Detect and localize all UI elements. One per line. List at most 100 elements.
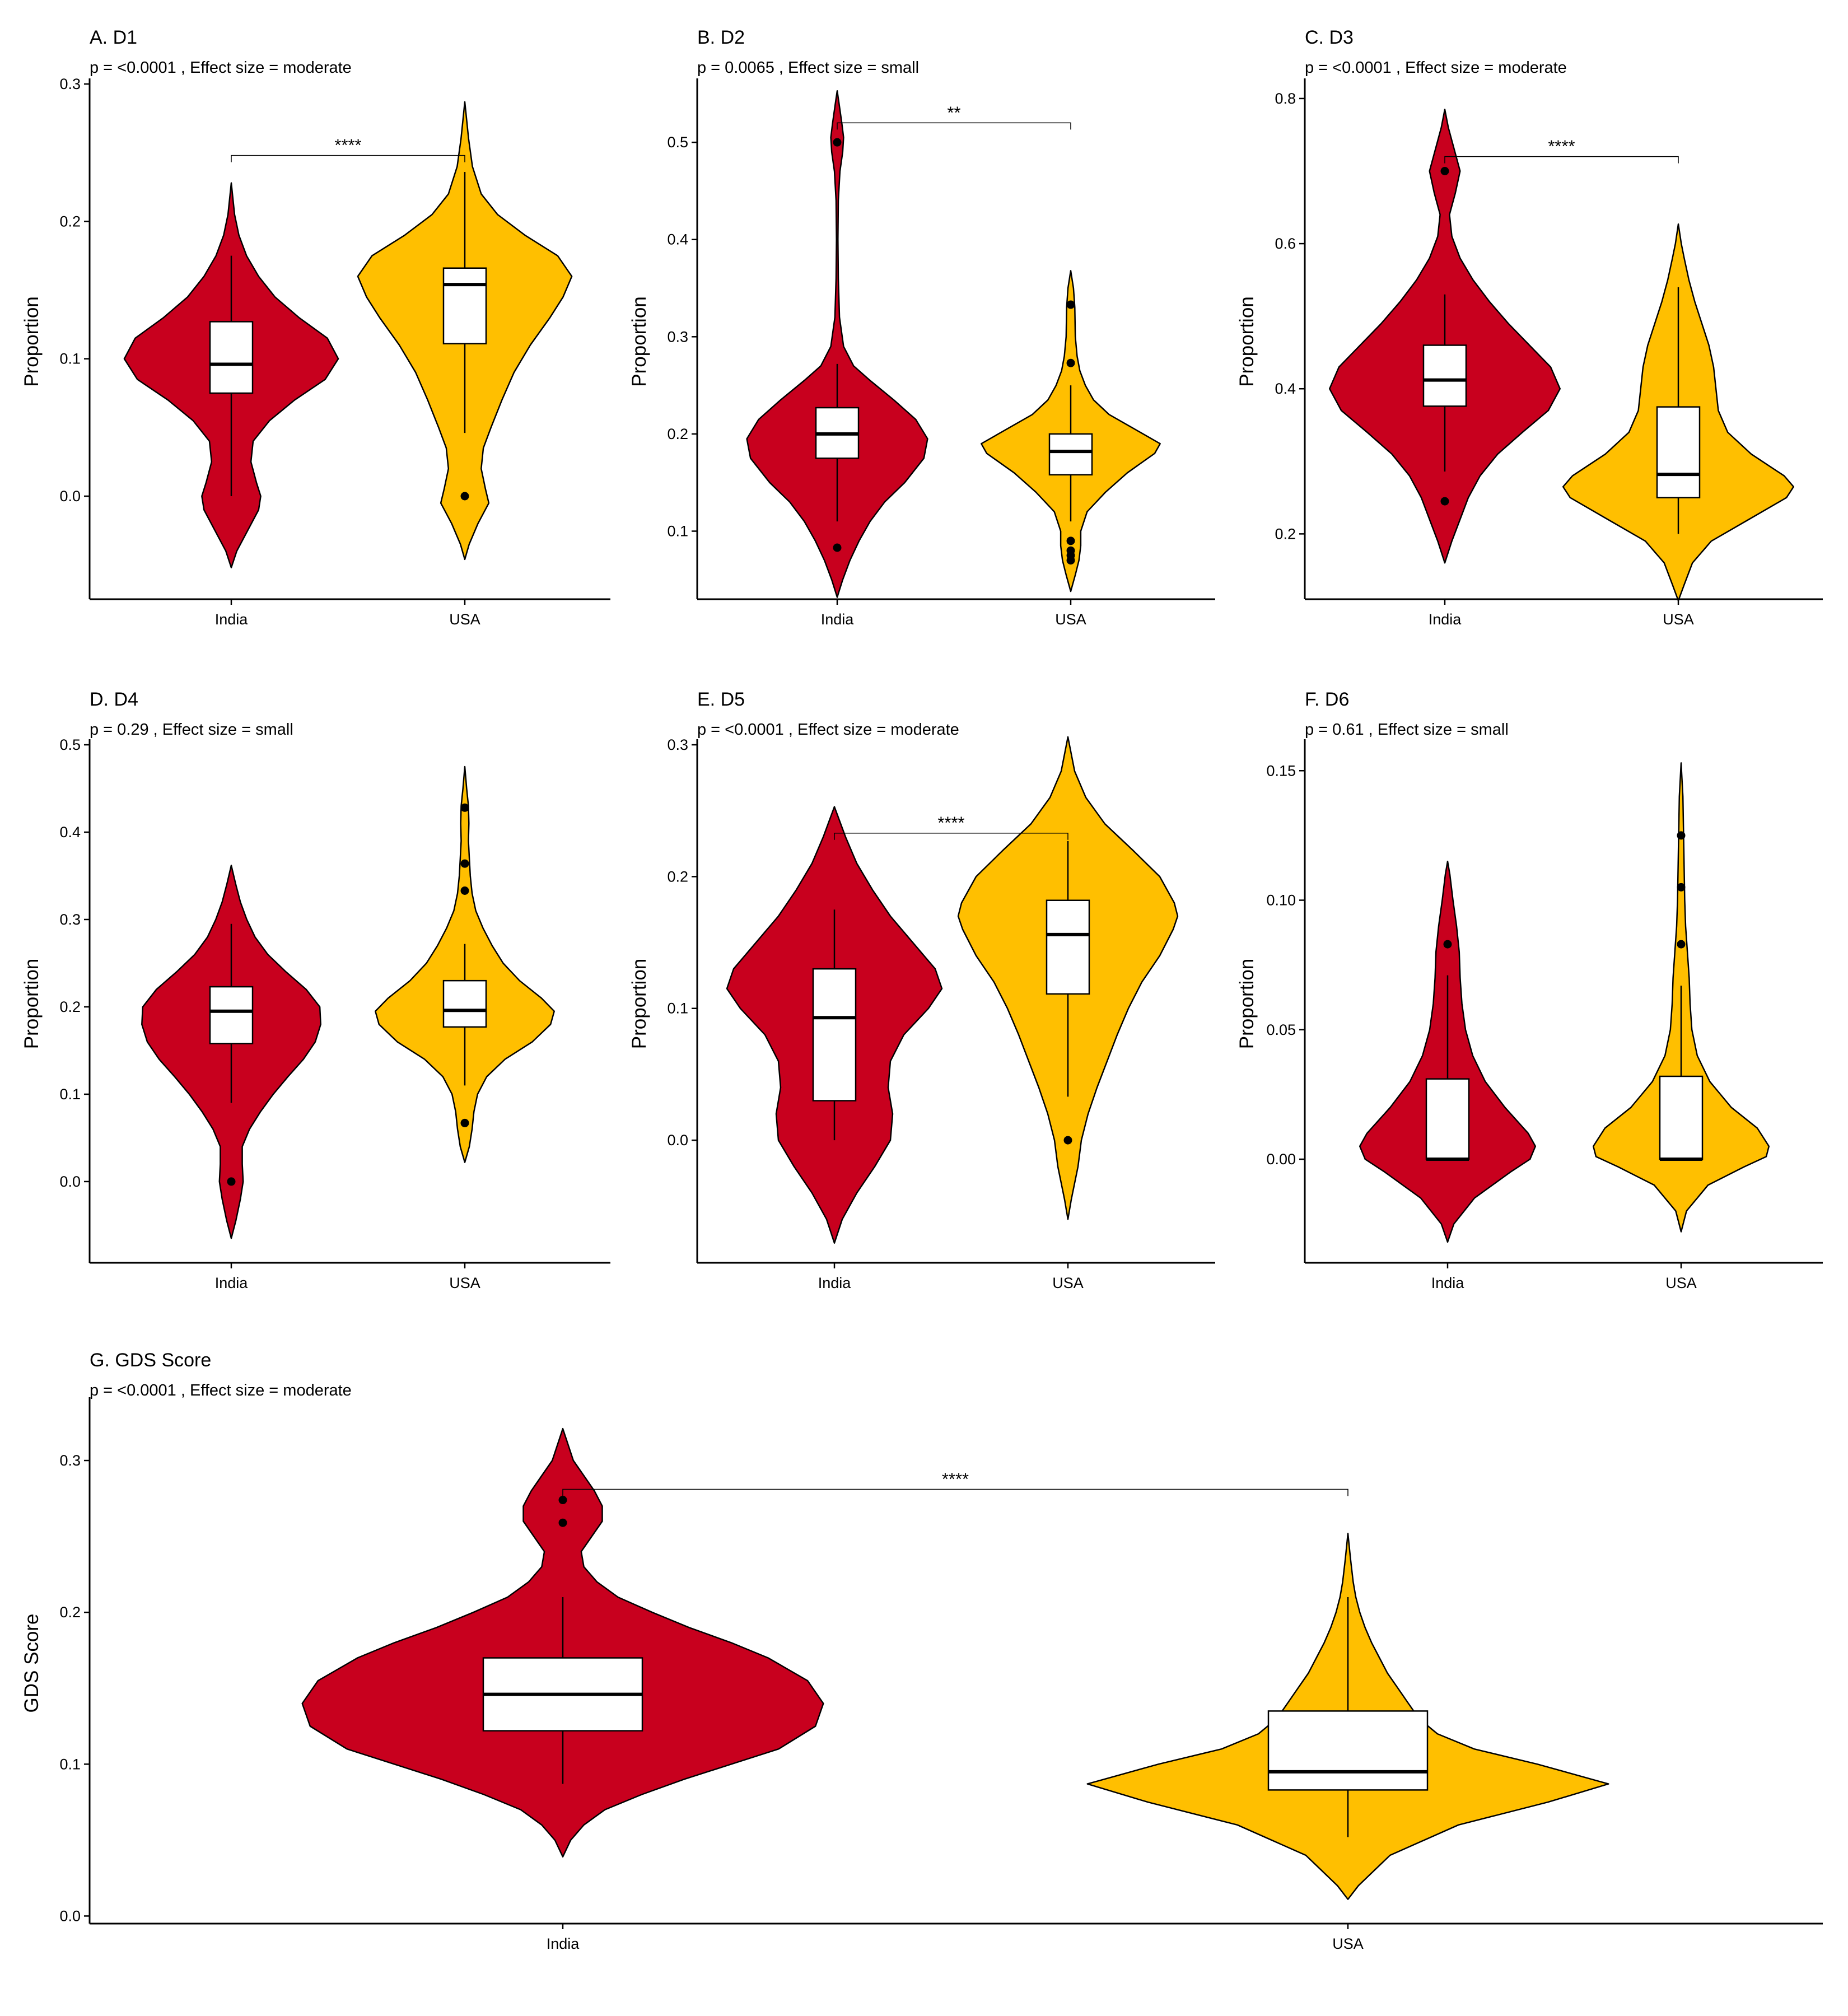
y-tick-label: 0.6 <box>1275 235 1296 252</box>
x-tick-label: India <box>547 1935 580 1952</box>
panel-g: G. GDS Score p = <0.0001 , Effect size = … <box>21 1350 1823 1952</box>
panel-subtitle: p = 0.0065 , Effect size = small <box>697 59 919 77</box>
y-axis-title: Proportion <box>1236 959 1258 1049</box>
panel-subtitle: p = 0.29 , Effect size = small <box>90 721 293 739</box>
y-tick-label: 0.3 <box>59 76 81 92</box>
significance-label: **** <box>1548 137 1575 156</box>
x-tick-label: USA <box>1665 1275 1697 1291</box>
outlier-point <box>1066 300 1075 309</box>
significance-bracket <box>562 1488 1348 1496</box>
y-tick-label: 0.2 <box>59 1604 81 1621</box>
outlier-point <box>460 492 469 501</box>
panel-e: E. D5 p = <0.0001 , Effect size = moderat… <box>628 689 1215 1291</box>
x-tick-label: USA <box>449 1275 480 1291</box>
panel-b: B. D2 p = 0.0065 , Effect size = small 0.1… <box>628 27 1215 628</box>
outlier-point <box>460 1118 469 1127</box>
y-tick-label: 0.3 <box>667 736 688 753</box>
y-tick-label: 0.2 <box>667 426 688 442</box>
panel-subtitle: p = <0.0001 , Effect size = moderate <box>697 721 959 739</box>
violin-india <box>746 90 928 598</box>
box-usa <box>1267 1710 1429 1791</box>
panel-f: F. D6 p = 0.61 , Effect size = small 0.00 0… <box>1236 689 1823 1291</box>
outlier-point <box>833 543 842 552</box>
box-usa <box>1046 899 1090 995</box>
y-tick-label: 0.1 <box>59 1756 81 1772</box>
y-tick-label: 0.15 <box>1266 762 1296 779</box>
y-tick-label: 0.0 <box>667 1132 688 1149</box>
y-tick-label: 0.8 <box>1275 90 1296 107</box>
x-tick-label: India <box>1429 611 1462 628</box>
significance-bracket <box>837 122 1071 130</box>
box-usa <box>1048 433 1093 476</box>
box-india <box>1422 344 1467 407</box>
panel-title: B. D2 <box>697 27 745 48</box>
y-tick-label: 0.1 <box>667 522 688 539</box>
x-tick-label: USA <box>1052 1275 1084 1291</box>
x-tick-label: USA <box>1332 1935 1364 1952</box>
y-tick-label: 0.0 <box>59 488 81 505</box>
y-tick-label: 0.1 <box>59 1086 81 1103</box>
box-usa <box>442 267 487 344</box>
panel-title: F. D6 <box>1305 689 1349 710</box>
outlier-point <box>1063 1136 1072 1145</box>
panel-title: E. D5 <box>697 689 745 710</box>
outlier-point <box>227 1177 236 1186</box>
significance-bracket <box>1444 156 1679 164</box>
significance-bracket <box>834 832 1068 840</box>
y-tick-label: 0.3 <box>59 1452 81 1469</box>
x-tick-label: India <box>821 611 855 628</box>
outlier-point <box>1677 883 1686 892</box>
y-tick-label: 0.2 <box>59 998 81 1015</box>
y-tick-label: 0.05 <box>1266 1021 1296 1038</box>
y-tick-label: 0.0 <box>59 1907 81 1924</box>
y-axis-title: Proportion <box>21 959 43 1049</box>
outlier-point <box>1677 940 1686 949</box>
outlier-point <box>1066 358 1075 367</box>
y-axis-title: Proportion <box>628 296 650 386</box>
panel-subtitle: p = <0.0001 , Effect size = moderate <box>90 59 352 77</box>
x-tick-label: India <box>1431 1275 1465 1291</box>
y-tick-label: 0.2 <box>1275 525 1296 542</box>
y-tick-label: 0.5 <box>59 736 81 753</box>
y-tick-label: 0.1 <box>667 1000 688 1017</box>
outlier-point <box>460 859 469 868</box>
panel-title: G. GDS Score <box>90 1350 211 1371</box>
y-axis-title: Proportion <box>21 296 43 386</box>
outlier-point <box>1443 940 1452 949</box>
y-tick-label: 0.1 <box>59 351 81 367</box>
box-india <box>812 968 857 1102</box>
outlier-point <box>1677 831 1686 840</box>
y-tick-label: 0.2 <box>59 213 81 230</box>
outlier-point <box>460 886 469 895</box>
box-india <box>1425 1078 1470 1160</box>
x-tick-label: India <box>818 1275 852 1291</box>
y-tick-label: 0.2 <box>667 868 688 885</box>
panel-d: D. D4 p = 0.29 , Effect size = small 0.0 0.… <box>21 689 610 1291</box>
outlier-point <box>558 1518 567 1527</box>
panel-subtitle: p = <0.0001 , Effect size = moderate <box>1305 59 1567 77</box>
panel-title: A. D1 <box>90 27 137 48</box>
outlier-point <box>1066 546 1075 555</box>
y-tick-label: 0.4 <box>59 824 81 841</box>
outlier-point <box>1066 536 1075 545</box>
y-axis-title: Proportion <box>628 959 650 1049</box>
x-tick-label: USA <box>449 611 480 628</box>
significance-label: **** <box>942 1469 969 1489</box>
x-tick-label: India <box>215 1275 249 1291</box>
y-axis-title: GDS Score <box>21 1614 43 1713</box>
outlier-point <box>558 1496 567 1505</box>
y-axis-title: Proportion <box>1236 296 1258 386</box>
box-india <box>209 321 254 394</box>
panel-title: D. D4 <box>90 689 138 710</box>
panel-a: A. D1 p = <0.0001 , Effect size = moderat… <box>21 27 610 628</box>
outlier-point <box>1440 166 1449 175</box>
x-tick-label: USA <box>1663 611 1694 628</box>
significance-label: ** <box>947 102 960 122</box>
y-tick-label: 0.3 <box>59 911 81 928</box>
x-tick-label: USA <box>1055 611 1086 628</box>
x-tick-label: India <box>215 611 249 628</box>
box-usa <box>1656 406 1701 498</box>
y-tick-label: 0.5 <box>667 134 688 151</box>
significance-bracket <box>231 155 465 162</box>
